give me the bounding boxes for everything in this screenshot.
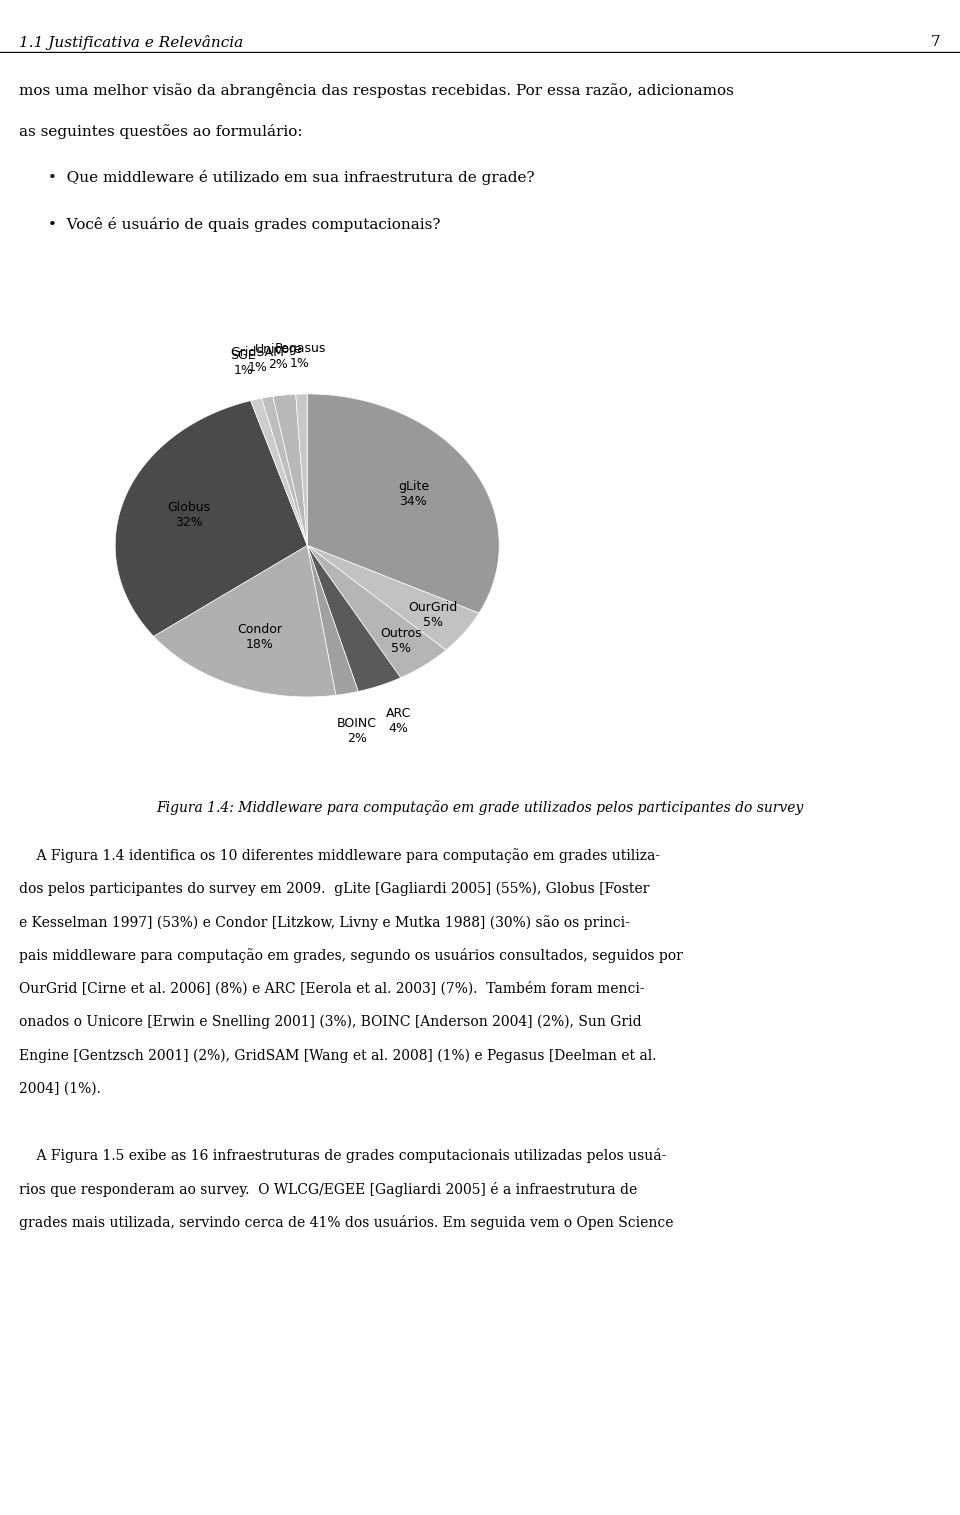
- Text: OurGrid
5%: OurGrid 5%: [408, 601, 457, 629]
- Text: Outros
5%: Outros 5%: [380, 627, 422, 656]
- Text: 1.1 Justificativa e Relevância: 1.1 Justificativa e Relevância: [19, 35, 244, 50]
- Text: as seguintes questões ao formulário:: as seguintes questões ao formulário:: [19, 124, 302, 139]
- Text: Pegasus
1%: Pegasus 1%: [275, 342, 325, 370]
- Text: Globus
32%: Globus 32%: [167, 501, 210, 529]
- Polygon shape: [307, 545, 358, 695]
- Text: A Figura 1.4 identifica os 10 diferentes middleware para computação em grades ut: A Figura 1.4 identifica os 10 diferentes…: [19, 848, 660, 864]
- Text: dos pelos participantes do survey em 2009.  gLite [Gagliardi 2005] (55%), Globus: dos pelos participantes do survey em 200…: [19, 882, 650, 895]
- Text: OurGrid [Cirne et al. 2006] (8%) e ARC [Eerola et al. 2003] (7%).  Também foram : OurGrid [Cirne et al. 2006] (8%) e ARC […: [19, 982, 645, 995]
- Text: 2004] (1%).: 2004] (1%).: [19, 1082, 101, 1095]
- Text: 7: 7: [931, 35, 941, 48]
- Text: gLite
34%: gLite 34%: [397, 480, 429, 508]
- Polygon shape: [307, 545, 400, 691]
- Polygon shape: [307, 545, 446, 677]
- Polygon shape: [296, 394, 307, 545]
- Text: •  Que middleware é utilizado em sua infraestrutura de grade?: • Que middleware é utilizado em sua infr…: [48, 170, 535, 185]
- Polygon shape: [251, 398, 307, 545]
- Text: SGE
1%: SGE 1%: [230, 348, 256, 377]
- Text: Unicore
2%: Unicore 2%: [254, 344, 302, 371]
- Text: rios que responderam ao survey.  O WLCG/EGEE [Gagliardi 2005] é a infraestrutura: rios que responderam ao survey. O WLCG/E…: [19, 1182, 637, 1197]
- Text: e Kesselman 1997] (53%) e Condor [Litzkow, Livny e Mutka 1988] (30%) são os prin: e Kesselman 1997] (53%) e Condor [Litzko…: [19, 915, 630, 930]
- Text: ARC
4%: ARC 4%: [386, 706, 411, 735]
- Polygon shape: [307, 545, 479, 650]
- Text: onados o Unicore [Erwin e Snelling 2001] (3%), BOINC [Anderson 2004] (2%), Sun G: onados o Unicore [Erwin e Snelling 2001]…: [19, 1015, 642, 1029]
- Text: GridSAM
1%: GridSAM 1%: [230, 345, 284, 374]
- Polygon shape: [115, 400, 307, 636]
- Text: mos uma melhor visão da abrangência das respostas recebidas. Por essa razão, adi: mos uma melhor visão da abrangência das …: [19, 83, 734, 98]
- Polygon shape: [154, 545, 336, 697]
- Text: grades mais utilizada, servindo cerca de 41% dos usuários. Em seguida vem o Open: grades mais utilizada, servindo cerca de…: [19, 1215, 674, 1230]
- Polygon shape: [307, 394, 499, 614]
- Polygon shape: [262, 397, 307, 545]
- Polygon shape: [273, 394, 307, 545]
- Text: BOINC
2%: BOINC 2%: [337, 717, 377, 745]
- Text: •  Você é usuário de quais grades computacionais?: • Você é usuário de quais grades computa…: [48, 217, 441, 232]
- Text: Figura 1.4: Middleware para computação em grade utilizados pelos participantes d: Figura 1.4: Middleware para computação e…: [156, 800, 804, 815]
- Text: Engine [Gentzsch 2001] (2%), GridSAM [Wang et al. 2008] (1%) e Pegasus [Deelman : Engine [Gentzsch 2001] (2%), GridSAM [Wa…: [19, 1048, 657, 1062]
- Text: A Figura 1.5 exibe as 16 infraestruturas de grades computacionais utilizadas pel: A Figura 1.5 exibe as 16 infraestruturas…: [19, 1148, 666, 1164]
- Text: pais middleware para computação em grades, segundo os usuários consultados, segu: pais middleware para computação em grade…: [19, 948, 684, 964]
- Text: Condor
18%: Condor 18%: [237, 623, 282, 650]
